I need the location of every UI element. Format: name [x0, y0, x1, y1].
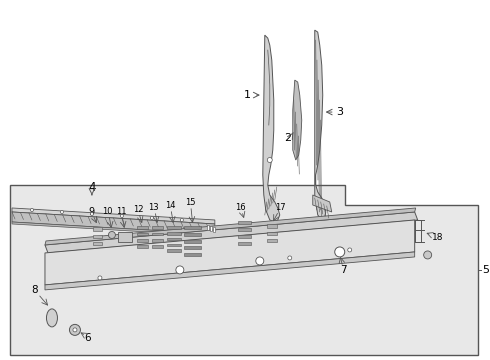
- Circle shape: [335, 247, 345, 257]
- Polygon shape: [263, 35, 280, 222]
- Bar: [184, 240, 201, 243]
- Circle shape: [70, 324, 80, 336]
- Polygon shape: [12, 208, 215, 224]
- Polygon shape: [45, 220, 415, 285]
- Text: 15: 15: [185, 198, 195, 207]
- Text: 6: 6: [85, 333, 91, 343]
- Text: 9: 9: [89, 207, 95, 217]
- Circle shape: [267, 158, 272, 162]
- Circle shape: [176, 266, 184, 274]
- Bar: [152, 226, 163, 229]
- Bar: [167, 244, 181, 246]
- Text: 11: 11: [116, 207, 126, 216]
- Circle shape: [98, 276, 102, 280]
- Text: 16: 16: [236, 203, 246, 212]
- Bar: [94, 234, 102, 238]
- Polygon shape: [45, 208, 416, 245]
- Bar: [238, 242, 251, 245]
- Bar: [207, 225, 209, 230]
- Text: 7: 7: [341, 265, 347, 275]
- Bar: [267, 231, 277, 235]
- Circle shape: [348, 248, 352, 252]
- Text: 10: 10: [101, 207, 112, 216]
- Circle shape: [73, 328, 77, 332]
- Circle shape: [60, 211, 63, 213]
- Text: 17: 17: [275, 203, 286, 212]
- Text: 1: 1: [245, 90, 251, 100]
- Polygon shape: [45, 252, 415, 290]
- Bar: [184, 226, 201, 229]
- Bar: [152, 233, 163, 235]
- Circle shape: [336, 248, 343, 256]
- Polygon shape: [10, 185, 478, 355]
- Bar: [118, 232, 132, 242]
- Bar: [167, 238, 181, 240]
- Bar: [210, 226, 212, 231]
- Circle shape: [180, 219, 183, 221]
- Text: 5: 5: [483, 265, 490, 275]
- Polygon shape: [315, 30, 326, 220]
- Bar: [94, 242, 102, 245]
- Text: 14: 14: [165, 202, 175, 211]
- Bar: [184, 246, 201, 249]
- Text: 12: 12: [133, 206, 143, 215]
- Text: 8: 8: [32, 285, 38, 295]
- Circle shape: [121, 215, 123, 217]
- Polygon shape: [12, 222, 215, 236]
- Bar: [184, 253, 201, 256]
- Circle shape: [288, 256, 292, 260]
- Polygon shape: [293, 80, 302, 160]
- Bar: [415, 220, 421, 242]
- Text: 18: 18: [432, 233, 443, 242]
- Bar: [213, 227, 215, 232]
- Polygon shape: [313, 195, 332, 212]
- Bar: [167, 232, 181, 235]
- Bar: [238, 221, 251, 224]
- Circle shape: [91, 212, 94, 216]
- Circle shape: [256, 257, 264, 265]
- Bar: [152, 239, 163, 242]
- Circle shape: [150, 216, 153, 220]
- Polygon shape: [12, 212, 215, 234]
- Circle shape: [424, 251, 432, 259]
- Bar: [238, 228, 251, 231]
- Polygon shape: [45, 212, 417, 253]
- Text: 2: 2: [284, 133, 292, 143]
- Bar: [94, 227, 102, 230]
- Bar: [137, 239, 148, 242]
- Bar: [152, 245, 163, 248]
- Bar: [238, 235, 251, 238]
- Circle shape: [108, 231, 116, 238]
- Circle shape: [30, 208, 33, 211]
- Text: 3: 3: [336, 107, 343, 117]
- Text: 13: 13: [148, 203, 159, 212]
- Bar: [184, 233, 201, 236]
- Bar: [267, 224, 277, 228]
- Ellipse shape: [47, 309, 57, 327]
- Bar: [267, 239, 277, 242]
- Bar: [137, 233, 148, 235]
- Bar: [137, 226, 148, 229]
- Text: 4: 4: [88, 181, 96, 194]
- Bar: [137, 245, 148, 248]
- Bar: [167, 249, 181, 252]
- Bar: [167, 226, 181, 229]
